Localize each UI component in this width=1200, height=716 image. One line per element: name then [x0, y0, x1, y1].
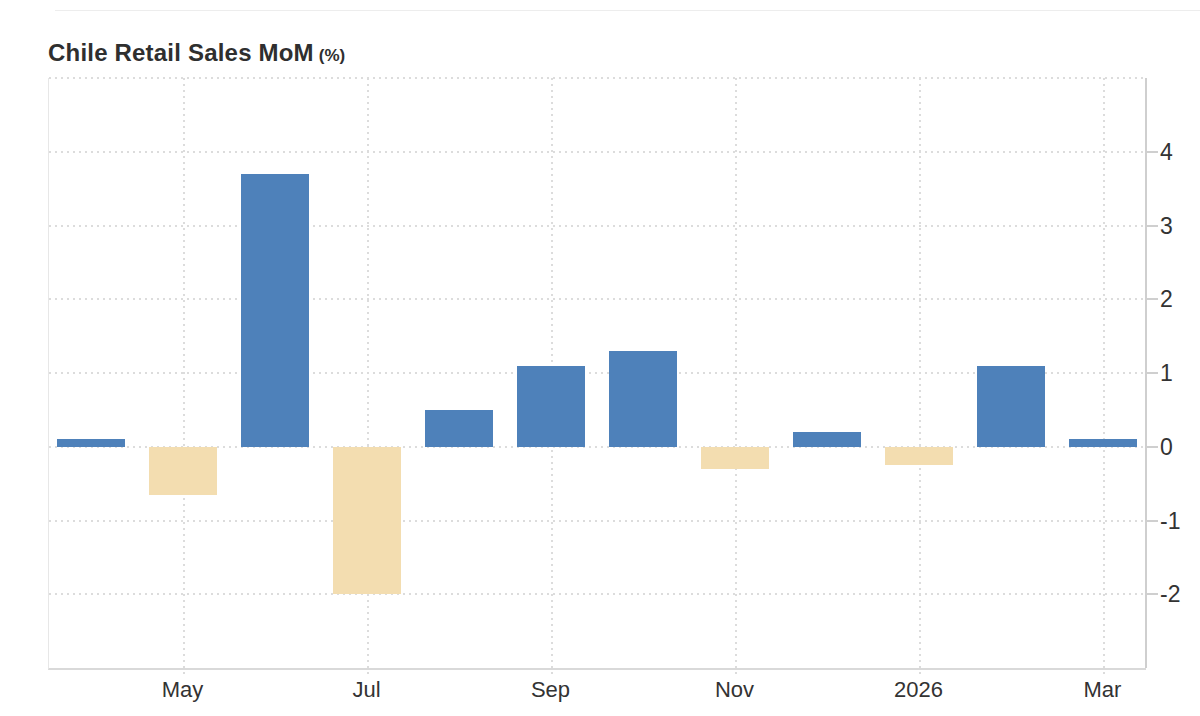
- gridline-h--1: [49, 520, 1146, 522]
- y-tick-label-1: 1: [1160, 358, 1173, 388]
- bar-Sep[interactable]: [517, 366, 585, 447]
- bar-Mar[interactable]: [1069, 439, 1137, 446]
- bar-Oct[interactable]: [609, 351, 677, 447]
- y-tick-label-0: 0: [1160, 432, 1173, 462]
- gridline-h-5: [49, 77, 1146, 79]
- bar-Jul[interactable]: [333, 447, 401, 595]
- bar-Apr[interactable]: [57, 439, 125, 446]
- y-tick-label-2: 2: [1160, 284, 1173, 314]
- y-tick-label--1: -1: [1160, 506, 1180, 536]
- bar-Feb[interactable]: [977, 366, 1045, 447]
- gridline-v-Mar: [1103, 78, 1105, 674]
- gridline-h-4: [49, 151, 1146, 153]
- x-tick-label-Nov: Nov: [680, 677, 790, 703]
- gridline-v-May: [183, 78, 185, 674]
- gridline-h--2: [49, 593, 1146, 595]
- bar-May[interactable]: [149, 447, 217, 495]
- y-tick-label-4: 4: [1160, 137, 1173, 167]
- gridline-v-2026: [919, 78, 921, 674]
- y-tick--1: [1145, 520, 1158, 522]
- y-tick--2: [1145, 593, 1158, 595]
- y-tick-4: [1145, 151, 1158, 153]
- x-tick-label-Sep: Sep: [496, 677, 606, 703]
- y-tick-1: [1145, 372, 1158, 374]
- x-tick-label-May: May: [128, 677, 238, 703]
- gridline-h-2: [49, 298, 1146, 300]
- chart: 4 3 2 1 0 -1 -2 May Jul Sep Nov 2026 Mar: [0, 0, 1200, 716]
- x-tick-label-2026: 2026: [864, 677, 974, 703]
- bar-Aug[interactable]: [425, 410, 493, 447]
- y-tick-label--2: -2: [1160, 579, 1180, 609]
- y-tick-0: [1145, 446, 1158, 448]
- bar-Nov[interactable]: [701, 447, 769, 469]
- gridline-v-Nov: [735, 78, 737, 674]
- x-tick-label-Mar: Mar: [1048, 677, 1158, 703]
- y-tick-label-3: 3: [1160, 211, 1173, 241]
- bar-Jan[interactable]: [885, 447, 953, 465]
- gridline-h-3: [49, 225, 1146, 227]
- x-tick-label-Jul: Jul: [312, 677, 422, 703]
- y-tick-3: [1145, 225, 1158, 227]
- bar-Jun[interactable]: [241, 174, 309, 447]
- bar-Dec[interactable]: [793, 432, 861, 447]
- y-tick-2: [1145, 298, 1158, 300]
